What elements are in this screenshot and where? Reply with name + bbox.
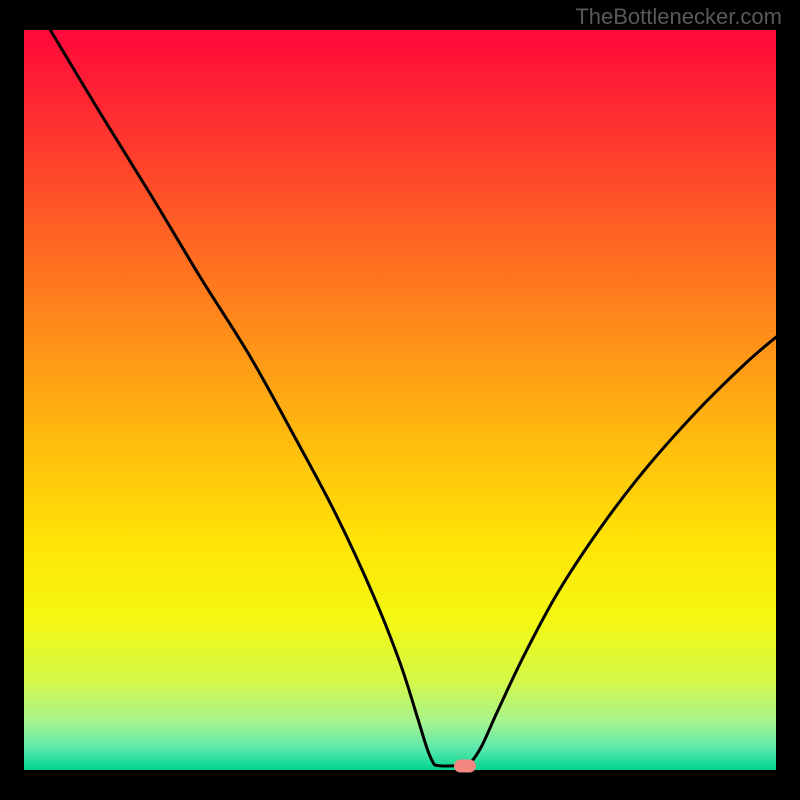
minimum-marker	[454, 759, 476, 772]
chart-frame: TheBottlenecker.com	[0, 0, 800, 800]
plot-svg	[24, 30, 776, 770]
watermark-text: TheBottlenecker.com	[575, 4, 782, 30]
plot-area	[24, 30, 776, 770]
